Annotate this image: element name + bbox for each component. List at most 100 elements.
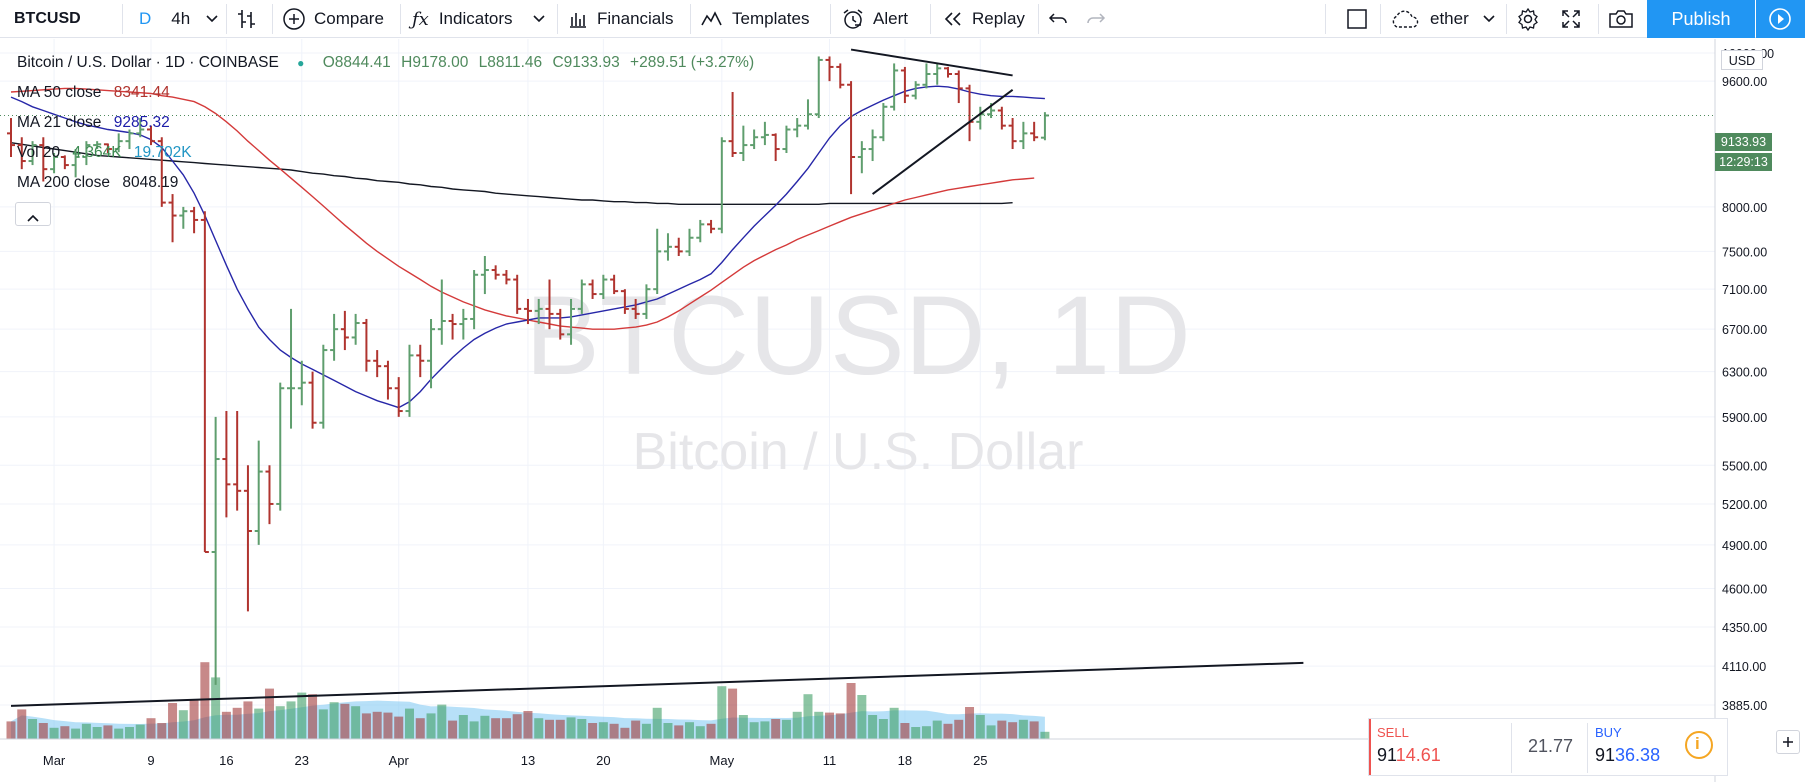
price-axis: 9600.00 8000.00 7500.00 7100.00 6700.00 6300.… [1714, 39, 1774, 782]
volume-bar [221, 711, 231, 739]
publish-menu-button[interactable] [1756, 0, 1805, 38]
sell-price[interactable]: 9114.61 [1377, 745, 1441, 766]
buy-label[interactable]: BUY [1595, 725, 1622, 740]
layout-selector[interactable]: ether [1390, 0, 1495, 38]
ohlc-bar [157, 137, 166, 207]
volume-bar [308, 694, 318, 739]
info-icon[interactable]: i [1685, 731, 1713, 759]
price-tick-label: 6700.00 [1722, 323, 1767, 337]
bar-style-button[interactable] [236, 0, 258, 38]
ohlc-bar [933, 63, 942, 85]
volume-bar [189, 699, 199, 739]
volume-bar [846, 683, 856, 739]
symbol-title: Bitcoin / U.S. Dollar · 1D · COINBASE [17, 54, 279, 71]
volume-bar [986, 725, 996, 739]
volume-bar [609, 723, 619, 739]
volume-bar [814, 711, 824, 739]
ma21-label: MA 21 close [17, 114, 102, 131]
collapse-legend-button[interactable] [15, 202, 51, 226]
separator [226, 4, 227, 34]
chevron-up-icon [27, 209, 39, 227]
sell-label[interactable]: SELL [1377, 725, 1409, 740]
ohlc-bar [222, 411, 231, 518]
ma21-legend[interactable]: MA 21 close 9285.32 [17, 114, 170, 132]
ohlc-bar [383, 360, 392, 400]
ohlc-low: L8811.46 [478, 54, 543, 71]
volume-bar [200, 662, 210, 739]
ohlc-bar [200, 211, 209, 554]
ohlc-bar [39, 137, 48, 182]
time-tick-label: 11 [823, 753, 837, 768]
alert-button[interactable]: Alert [841, 0, 908, 38]
ohlc-bar [190, 206, 199, 234]
watermark: BTCUSD, 1D Bitcoin / U.S. Dollar [525, 273, 1191, 481]
ma200-label: MA 200 close [17, 174, 111, 191]
volume-bar [264, 688, 274, 739]
redo-button[interactable] [1084, 0, 1106, 38]
volume-bar [857, 695, 867, 739]
price-tick-label: 6300.00 [1722, 366, 1767, 380]
price-tick-label: 4600.00 [1722, 583, 1767, 597]
ohlc-bar [534, 298, 543, 325]
price-chart[interactable]: BTCUSD, 1D Bitcoin / U.S. Dollar 9600.00… [0, 39, 1805, 782]
ohlc-bar [459, 308, 468, 340]
ohlc-bar [405, 344, 414, 417]
separator [1598, 4, 1599, 34]
replay-button[interactable]: Replay [942, 0, 1025, 38]
snapshot-button[interactable] [1608, 0, 1634, 38]
volume-bar [458, 715, 468, 739]
currency-label[interactable]: USD [1721, 50, 1763, 70]
ohlc-open: O8844.41 [322, 54, 391, 71]
ohlc-bar [890, 63, 899, 111]
symbol-search[interactable]: BTCUSD [14, 0, 81, 38]
ohlc-bar [685, 228, 694, 257]
ohlc-bar [254, 440, 263, 545]
volume-bar [437, 704, 447, 739]
fullscreen-button[interactable] [1560, 0, 1582, 38]
volume-bar [92, 727, 102, 739]
interval-selector[interactable]: D 4h [139, 0, 218, 38]
volume-bar [394, 716, 404, 739]
volume-bar [1029, 721, 1039, 739]
ohlc-bar [610, 274, 619, 295]
time-tick-label: 18 [898, 753, 912, 768]
chevron-down-icon [1483, 15, 1495, 23]
ohlc-bar [287, 308, 296, 429]
volume-bar [868, 715, 878, 739]
ohlc-high: H9178.00 [401, 54, 469, 71]
compare-button[interactable]: Compare [282, 0, 384, 38]
ohlc-bar [868, 129, 877, 162]
ohlc-bar [233, 411, 242, 511]
financials-button[interactable]: Financials [567, 0, 674, 38]
ma50-value: 8341.44 [113, 84, 170, 101]
ohlc-close: C9133.93 [552, 54, 620, 71]
ohlc-bars [7, 56, 1049, 685]
volume-bar [566, 717, 576, 739]
undo-button[interactable] [1048, 0, 1070, 38]
indicators-button[interactable]: ƒx Indicators [412, 0, 545, 38]
ma50-legend[interactable]: MA 50 close 8341.44 [17, 84, 170, 102]
price-tick-label: 7500.00 [1722, 245, 1767, 259]
ma200-legend[interactable]: MA 200 close 8048.19 [17, 174, 178, 192]
volume-legend[interactable]: Vol 20 4.364K 19.702K [17, 144, 192, 162]
buy-price[interactable]: 9136.38 [1595, 745, 1660, 766]
publish-button[interactable]: Publish [1647, 0, 1755, 38]
separator [1325, 4, 1326, 34]
reset-scale-button[interactable] [1776, 730, 1800, 754]
ohlc-bar [836, 63, 845, 89]
ohlc-bar [642, 284, 651, 319]
volume-bar [911, 727, 921, 739]
top-toolbar: BTCUSD D 4h Compare ƒx Indicators Financ… [0, 0, 1805, 38]
templates-icon [700, 9, 724, 29]
fullscreen-chart-button[interactable] [1346, 0, 1368, 38]
ohlc-bar [1040, 112, 1049, 141]
volume-bar [1040, 731, 1050, 739]
ohlc-bar [125, 129, 134, 150]
price-tick-label: 5900.00 [1722, 411, 1767, 425]
financials-label: Financials [597, 9, 674, 28]
templates-button[interactable]: Templates [700, 0, 809, 38]
ohlc-bar [696, 219, 705, 243]
price-tick-label: 4110.00 [1722, 660, 1766, 674]
volume-bar [663, 723, 673, 739]
settings-button[interactable] [1516, 0, 1540, 38]
